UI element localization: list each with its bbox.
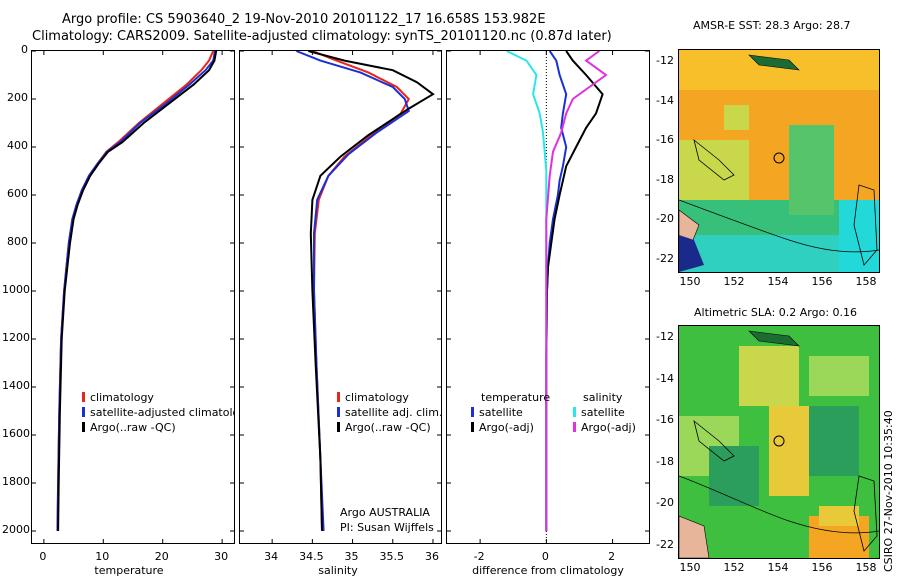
figure-title-line2: Climatology: CARS2009. Satellite-adjuste… — [32, 29, 612, 44]
depth-tick-label: 1000 — [2, 283, 30, 296]
x-tick-label: -2 — [473, 550, 485, 563]
legend-temp-argo: Argo(-adj) — [471, 421, 534, 434]
legend-satellite: satellite-adjusted climatology — [82, 406, 234, 419]
map-x-tick-label: 156 — [811, 275, 833, 288]
x-tick-label: 35 — [344, 550, 359, 563]
map-y-tick-label: -18 — [656, 454, 674, 468]
series-line-salinity-satellite — [506, 51, 548, 531]
legend-sal-argo: Argo(-adj) — [573, 421, 636, 434]
map-y-tick-label: -18 — [656, 172, 674, 186]
series-line-argo-raw-qc- — [308, 51, 435, 532]
annotation-argo-australia: Argo AUSTRALIA — [340, 506, 430, 519]
x-axis-label-salinity: salinity — [318, 564, 358, 577]
x-tick-label: 34 — [264, 550, 279, 563]
map-x-tick-label: 150 — [679, 275, 701, 288]
series-line-argo-raw-qc- — [57, 51, 218, 532]
x-tick-label: 36 — [424, 550, 439, 563]
difference-plot — [447, 51, 649, 543]
depth-tick-label: 1400 — [2, 379, 30, 392]
x-tick-label: 35.5 — [379, 550, 405, 563]
sla-map-title: Altimetric SLA: 0.2 Argo: 0.16 — [694, 306, 858, 319]
map-x-tick-label: 152 — [723, 275, 745, 288]
x-tick-label: 0 — [39, 550, 47, 563]
depth-tick-label: 200 — [7, 91, 28, 104]
legend-satellite: satellite adj. clim. — [337, 406, 441, 419]
depth-tick-label: 600 — [7, 187, 28, 200]
map-y-tick-label: -16 — [656, 413, 674, 427]
depth-tick-label: 0 — [21, 43, 28, 56]
map-y-tick-label: -20 — [656, 496, 674, 510]
temperature-plot — [32, 51, 234, 543]
legend-climatology: climatology — [337, 391, 409, 404]
x-axis-label-difference: difference from climatology — [472, 564, 624, 577]
series-line-satellite-adj-clim- — [295, 51, 410, 532]
map-y-tick-label: -22 — [656, 252, 674, 265]
legend-header-salinity: salinity — [583, 391, 623, 404]
map-x-tick-label: 150 — [679, 561, 701, 574]
depth-tick-label: 2000 — [2, 523, 30, 536]
x-tick-label: 20 — [154, 550, 169, 563]
x-tick-label: 10 — [95, 550, 110, 563]
depth-tick-label: 1200 — [2, 331, 30, 344]
map-x-tick-label: 152 — [723, 561, 745, 574]
map-x-tick-label: 158 — [855, 275, 877, 288]
x-tick-label: 30 — [214, 550, 229, 563]
x-tick-label: 0 — [541, 550, 549, 563]
depth-tick-label: 1800 — [2, 475, 30, 488]
salinity-plot — [240, 51, 441, 543]
map-y-tick-label: -12 — [656, 330, 674, 343]
legend-sal-satellite: satellite — [573, 406, 625, 419]
map-y-tick-label: -12 — [656, 54, 674, 67]
map-y-tick-label: -22 — [656, 538, 674, 551]
map-y-tick-label: -14 — [656, 371, 674, 385]
sst-map-image — [679, 50, 879, 272]
map-x-tick-label: 156 — [811, 561, 833, 574]
x-tick-label: 2 — [608, 550, 616, 563]
sst-map-title: AMSR-E SST: 28.3 Argo: 28.7 — [693, 19, 851, 32]
legend-argo: Argo(..raw -QC) — [337, 421, 431, 434]
difference-panel: temperature salinity satellite Argo(-adj… — [446, 50, 650, 544]
temperature-panel: climatology satellite-adjusted climatolo… — [31, 50, 235, 544]
map-x-tick-label: 158 — [855, 561, 877, 574]
map-y-tick-label: -14 — [656, 93, 674, 107]
series-line-climatology — [312, 51, 411, 532]
series-line-salinity-argo-adj- — [545, 51, 608, 531]
series-line-climatology — [56, 51, 215, 532]
legend-climatology: climatology — [82, 391, 154, 404]
sla-map-image — [679, 326, 879, 558]
legend-argo: Argo(..raw -QC) — [82, 421, 176, 434]
depth-tick-label: 1600 — [2, 427, 30, 440]
x-axis-label-temperature: temperature — [94, 564, 164, 577]
figure-title-line1: Argo profile: CS 5903640_2 19-Nov-2010 2… — [62, 12, 546, 27]
legend-temp-satellite: satellite — [471, 406, 523, 419]
depth-tick-label: 400 — [7, 139, 28, 152]
x-tick-label: 34.5 — [299, 550, 324, 563]
depth-tick-label: 800 — [7, 235, 28, 248]
annotation-pi: PI: Susan Wijffels — [340, 521, 434, 534]
legend-header-temperature: temperature — [481, 391, 551, 404]
salinity-panel: climatology satellite adj. clim. Argo(..… — [239, 50, 442, 544]
map-y-tick-label: -16 — [656, 133, 674, 147]
map-y-tick-label: -20 — [656, 212, 674, 226]
map-x-tick-label: 154 — [767, 275, 789, 288]
sla-map — [678, 325, 880, 559]
sst-map — [678, 49, 880, 273]
series-line-satellite-adjusted-climatology — [56, 51, 216, 532]
map-x-tick-label: 154 — [767, 561, 789, 574]
series-line-temperature-argo-adj- — [545, 51, 604, 531]
csiro-credit: CSIRO 27-Nov-2010 10:35:40 — [882, 410, 895, 572]
